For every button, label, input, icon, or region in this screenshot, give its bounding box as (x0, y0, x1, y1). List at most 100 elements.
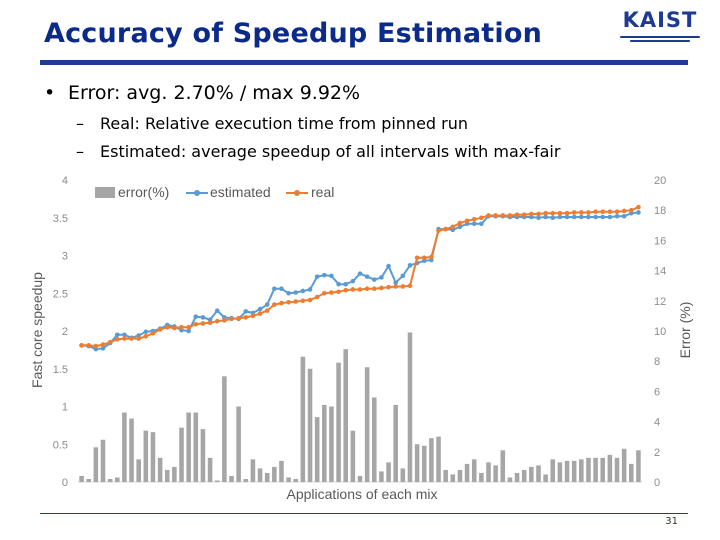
real-point (222, 318, 227, 323)
real-point (386, 284, 391, 290)
y2-tick-label: 6 (654, 386, 660, 398)
error-bar (479, 472, 484, 482)
y2-tick-label: 0 (654, 477, 660, 489)
estimated-point (329, 273, 334, 279)
error-bar (79, 475, 84, 482)
logo-swoosh (630, 40, 690, 42)
real-point (164, 324, 170, 330)
estimated-point (293, 290, 299, 295)
legend-error-swatch (95, 187, 115, 198)
error-bar (200, 429, 206, 482)
sub-bullet: – Estimated: average speedup of all inter… (76, 142, 560, 161)
error-bar (207, 457, 213, 482)
error-bar (393, 404, 398, 482)
real-point (564, 210, 570, 216)
estimated-point (564, 214, 570, 220)
real-point (486, 213, 491, 218)
real-point (557, 210, 563, 216)
y-tick-label: 2 (62, 326, 68, 338)
y-tick-label: 0 (62, 477, 68, 489)
x-axis-title: Applications of each mix (287, 486, 438, 502)
real-point (393, 284, 398, 289)
dash-icon: – (76, 142, 84, 161)
real-point (79, 343, 84, 348)
error-bar (336, 362, 341, 482)
error-bar (443, 469, 448, 482)
y-tick-label: 1.5 (53, 364, 68, 376)
error-bar (322, 404, 327, 482)
error-bar (436, 436, 441, 482)
estimated-point (536, 215, 541, 221)
real-point (236, 315, 241, 321)
real-point (407, 283, 413, 289)
real-point (628, 207, 634, 213)
real-point (336, 289, 341, 295)
real-point (307, 297, 313, 303)
error-bar (621, 448, 627, 482)
real-point (86, 343, 92, 348)
error-bar (379, 471, 384, 482)
estimated-point (114, 332, 120, 338)
estimated-point (350, 278, 356, 284)
y-tick-label: 4 (62, 175, 68, 187)
error-bar (564, 460, 570, 482)
real-point (286, 300, 291, 305)
estimated-point (279, 286, 284, 292)
estimated-point (243, 309, 249, 314)
real-point (493, 213, 498, 218)
estimated-point (336, 281, 341, 287)
error-bar (550, 459, 556, 482)
y2-axis-title: Error (%) (677, 302, 693, 359)
legend-estimated-marker (194, 190, 200, 196)
error-bar (86, 478, 91, 482)
estimated-point (607, 214, 613, 220)
real-point (229, 316, 234, 322)
error-bar (143, 430, 149, 482)
error-bar (243, 478, 249, 482)
error-bar (179, 427, 184, 482)
error-bar (343, 349, 349, 482)
estimated-point (586, 214, 591, 220)
y2-tick-label: 8 (654, 356, 660, 368)
real-point (450, 224, 456, 230)
error-bar (293, 478, 299, 482)
error-bar (279, 460, 284, 482)
error-bar (329, 406, 334, 482)
error-bar (407, 332, 413, 482)
estimated-point (264, 302, 270, 307)
estimated-point (593, 214, 598, 220)
error-bar (514, 472, 520, 482)
real-point (414, 255, 420, 261)
real-point (636, 204, 641, 210)
error-bar (507, 477, 513, 482)
real-point (136, 336, 141, 341)
real-point (507, 213, 513, 218)
error-bar (593, 457, 598, 482)
error-bar (586, 457, 591, 482)
real-point (521, 212, 527, 218)
estimated-point (314, 274, 320, 279)
real-point (621, 208, 627, 214)
real-point (172, 325, 177, 331)
dash-icon: – (76, 114, 84, 133)
main-bullet-text: Error: avg. 2.70% / max 9.92% (68, 82, 361, 104)
real-point (464, 218, 470, 224)
real-point (100, 342, 106, 347)
y2-tick-label: 14 (654, 266, 666, 278)
error-bar (272, 466, 277, 482)
real-point (500, 213, 506, 218)
estimated-point (543, 214, 548, 220)
real-point (322, 290, 327, 296)
estimated-point (193, 314, 199, 319)
estimated-point (143, 329, 149, 335)
y-tick-label: 3 (62, 251, 68, 263)
y-tick-label: 3.5 (53, 213, 68, 225)
error-bar (286, 477, 291, 482)
error-bar (486, 462, 491, 482)
real-point (343, 287, 349, 293)
estimated-point (407, 263, 413, 268)
real-point (207, 320, 213, 325)
error-bar (457, 469, 463, 482)
y2-tick-label: 20 (654, 175, 666, 187)
estimated-point (386, 263, 391, 269)
